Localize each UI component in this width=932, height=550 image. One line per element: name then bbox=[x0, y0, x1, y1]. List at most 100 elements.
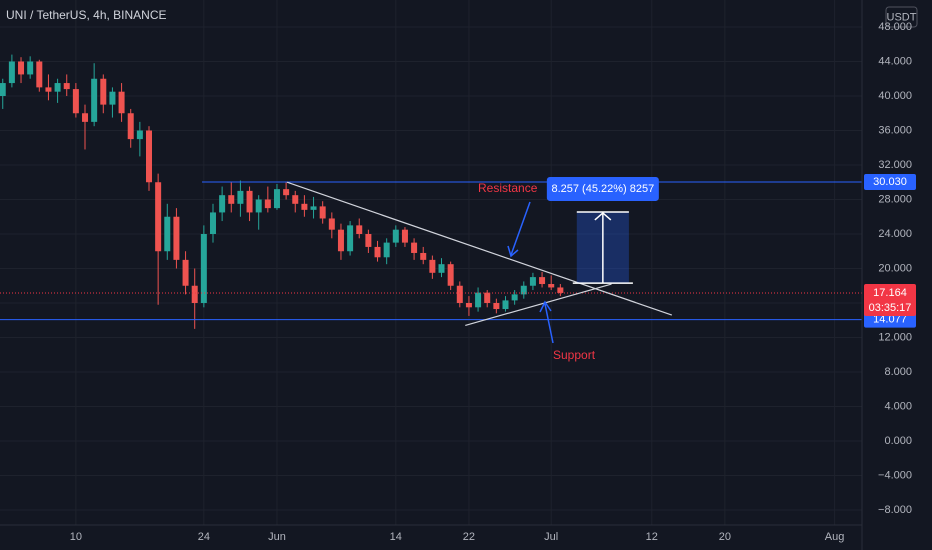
plot: 8.257 (45.22%) 8257 bbox=[0, 54, 862, 329]
last-price-box bbox=[864, 283, 916, 316]
x-tick-label: 24 bbox=[198, 531, 210, 543]
candle-body bbox=[301, 203, 308, 210]
candle-body bbox=[8, 61, 15, 84]
candle-body bbox=[548, 284, 555, 288]
y-tick-label: 48.000 bbox=[878, 21, 912, 33]
candle-body bbox=[411, 242, 418, 253]
candle-body bbox=[319, 206, 326, 219]
candle-body bbox=[502, 300, 509, 310]
y-tick-label: 8.000 bbox=[884, 366, 912, 378]
axes: 48.000 44.000 40.000 36.000 32.000 28.000 24.0… bbox=[70, 21, 916, 543]
candle-body bbox=[91, 78, 98, 122]
candle-body bbox=[420, 252, 427, 260]
y-tick-label: 20.000 bbox=[878, 262, 912, 274]
candle-body bbox=[200, 233, 207, 303]
candle-body bbox=[18, 61, 25, 75]
candle-body bbox=[164, 216, 171, 252]
chart-title: UNI / TetherUS, 4h, BINANCE bbox=[6, 8, 167, 22]
candle-body bbox=[191, 285, 198, 303]
candle-body bbox=[347, 225, 354, 252]
annotation-arrow bbox=[539, 300, 552, 313]
y-tick-label: 44.000 bbox=[878, 55, 912, 67]
candle-body bbox=[45, 87, 52, 92]
candle-body bbox=[127, 113, 134, 140]
x-tick-label: 14 bbox=[390, 531, 402, 543]
candle-body bbox=[155, 182, 162, 252]
candle-body bbox=[82, 113, 89, 122]
candle-body bbox=[273, 189, 280, 209]
measure-label: 8.257 (45.22%) 8257 bbox=[551, 183, 654, 195]
candle-body bbox=[228, 195, 235, 204]
candle-body bbox=[27, 61, 34, 75]
candle-body bbox=[136, 130, 143, 140]
grid bbox=[0, 0, 862, 525]
candle-body bbox=[118, 91, 125, 114]
x-tick-label: 22 bbox=[463, 531, 475, 543]
candle-body bbox=[246, 190, 253, 213]
currency: USDT bbox=[887, 11, 917, 23]
level-label: 30.030 bbox=[873, 176, 907, 188]
y-tick-label: 40.000 bbox=[878, 90, 912, 102]
candle-body bbox=[182, 259, 189, 286]
annotation-arrow bbox=[507, 245, 519, 258]
countdown: 03:35:17 bbox=[869, 302, 912, 314]
candle-body bbox=[356, 225, 363, 234]
y-tick-label: −4.000 bbox=[878, 469, 912, 481]
candle-body bbox=[447, 264, 454, 286]
y-tick-label: −8.000 bbox=[878, 504, 912, 516]
candle-body bbox=[337, 229, 344, 252]
x-tick-label: 10 bbox=[70, 531, 82, 543]
candle-body bbox=[511, 294, 518, 301]
x-tick-label: Jul bbox=[544, 531, 558, 543]
candle-body bbox=[520, 285, 527, 295]
candle-body bbox=[63, 83, 70, 90]
candle-body bbox=[401, 229, 408, 243]
annotation: Resistance bbox=[478, 181, 538, 195]
candle-body bbox=[255, 199, 262, 213]
currency-box[interactable] bbox=[885, 6, 918, 28]
candle-body bbox=[365, 233, 372, 247]
candle-body bbox=[557, 287, 564, 293]
candle-body bbox=[383, 242, 390, 258]
y-tick-label: 32.000 bbox=[878, 159, 912, 171]
x-tick-label: 12 bbox=[646, 531, 658, 543]
trendline bbox=[465, 283, 612, 326]
candle-body bbox=[493, 302, 500, 310]
candle-body bbox=[219, 195, 226, 213]
annotation-arrow bbox=[510, 201, 531, 256]
candle-body bbox=[283, 189, 290, 196]
candle-body bbox=[328, 218, 335, 230]
level-label-box bbox=[864, 173, 916, 190]
candle-body bbox=[539, 277, 546, 285]
candle-body bbox=[374, 246, 381, 258]
y-tick-label: 28.000 bbox=[878, 193, 912, 205]
candle-body bbox=[54, 83, 61, 92]
candle-body bbox=[72, 89, 79, 114]
candle-body bbox=[456, 285, 463, 303]
annotation-arrow bbox=[544, 303, 554, 344]
candle-body bbox=[264, 199, 271, 209]
trendline bbox=[286, 181, 673, 316]
candle-body bbox=[529, 277, 536, 286]
candle-body bbox=[484, 292, 491, 303]
candle-body bbox=[237, 190, 244, 204]
measure-label-box bbox=[546, 176, 659, 201]
x-tick-label: Aug bbox=[825, 531, 845, 543]
candle-body bbox=[145, 130, 152, 183]
y-tick-label: 4.000 bbox=[884, 400, 912, 412]
candle-body bbox=[36, 61, 43, 88]
candle-body bbox=[209, 212, 216, 234]
candle-body bbox=[438, 264, 445, 273]
candle-body bbox=[475, 292, 482, 308]
last-price-label: 17.164 bbox=[873, 287, 907, 299]
level-label: 14.077 bbox=[873, 313, 907, 325]
y-tick-label: 24.000 bbox=[878, 228, 912, 240]
y-tick-label: 0.000 bbox=[884, 435, 912, 447]
candle-body bbox=[310, 206, 317, 210]
y-tick-label: 12.000 bbox=[878, 331, 912, 343]
y-tick-label: 36.000 bbox=[878, 124, 912, 136]
candle-body bbox=[465, 302, 472, 308]
